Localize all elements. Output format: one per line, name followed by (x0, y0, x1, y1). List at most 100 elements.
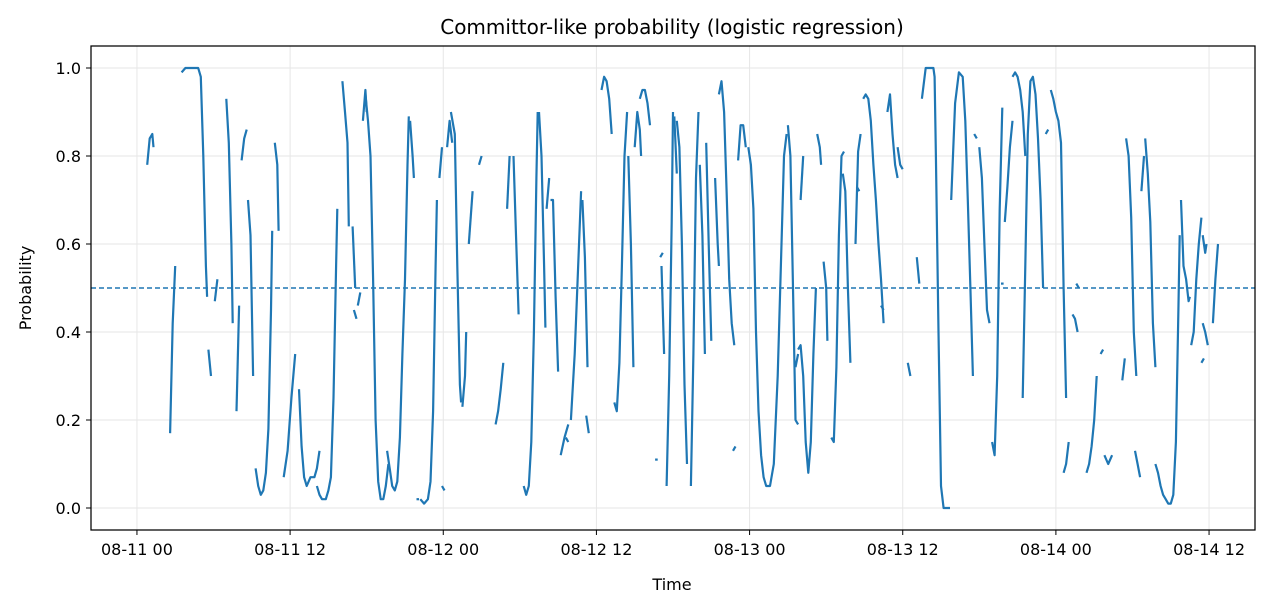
x-tick-label: 08-12 00 (407, 540, 479, 559)
probability-line-segment (467, 191, 474, 245)
probability-line-segment (351, 226, 357, 289)
probability-line-segment (689, 111, 700, 487)
probability-line-segment (1179, 199, 1191, 303)
probability-line-segment (747, 133, 788, 488)
probability-line-segment (797, 287, 817, 474)
probability-line-segment (1200, 357, 1205, 364)
probability-line-segment (698, 164, 706, 355)
probability-line-segment (564, 437, 570, 443)
probability-line-segment (315, 208, 339, 501)
y-axis-label: Probability (16, 246, 35, 331)
probability-line-segment (915, 257, 921, 284)
x-tick-label: 08-13 12 (867, 540, 939, 559)
probability-line-segment (1140, 155, 1146, 192)
x-axis-label: Time (651, 575, 691, 594)
probability-line-segment (235, 305, 241, 412)
probability-line-segment (886, 93, 899, 179)
probability-line-segment (585, 415, 590, 434)
probability-line-segment (896, 147, 904, 170)
probability-line-segment (1103, 454, 1114, 466)
probability-line-segment (522, 111, 539, 496)
probability-line-segment (732, 445, 737, 452)
probability-line-segment (446, 119, 454, 148)
probability-line-segment (1003, 120, 1014, 223)
x-tick-label: 08-14 00 (1020, 540, 1092, 559)
probability-line-segment (341, 81, 350, 227)
probability-line-segment (246, 199, 255, 377)
probability-line-segment (633, 110, 643, 157)
probability-line-segment (386, 116, 410, 492)
probability-line-segment (794, 353, 800, 368)
probability-line-segment (1154, 235, 1181, 505)
y-tick-layer: 0.0 0.2 0.4 0.6 0.8 1.0 (56, 59, 91, 518)
probability-line-segment (1201, 235, 1208, 254)
probability-line-segment (1211, 243, 1220, 324)
probability-line-segment (512, 155, 520, 315)
probability-line-segment (494, 362, 505, 425)
probability-line-segment (409, 120, 415, 179)
probability-line-segment (673, 116, 678, 174)
probability-line-segment (737, 124, 747, 161)
series-layer (146, 66, 1220, 510)
probability-line-segment (841, 173, 852, 363)
probability-line-segment (717, 80, 736, 346)
probability-line-segment (364, 94, 390, 501)
probability-line-segment (978, 147, 991, 324)
plot-frame (90, 45, 1256, 531)
probability-line-segment (799, 155, 805, 201)
probability-line-segment (627, 155, 635, 368)
probability-line-segment (1133, 450, 1142, 478)
y-tick-label: 0.6 (56, 235, 81, 254)
probability-line-segment (419, 199, 438, 505)
probability-line-segment (461, 331, 468, 407)
probability-line-segment (1044, 129, 1050, 135)
probability-line-segment (559, 424, 570, 456)
probability-line-segment (282, 353, 297, 478)
probability-line-segment (545, 177, 551, 209)
probability-line-segment (1121, 358, 1126, 381)
probability-line-segment (254, 230, 274, 496)
probability-line-segment (638, 88, 652, 126)
probability-line-segment (705, 142, 713, 341)
probability-line-segment (854, 133, 862, 245)
probability-line-segment (537, 111, 547, 328)
probability-line-segment (855, 186, 861, 192)
x-tick-layer: 08-11 00 08-11 12 08-12 00 08-12 12 08-13 00… (101, 530, 1245, 559)
probability-line-segment (786, 125, 800, 425)
probability-line-segment (1021, 75, 1045, 399)
probability-line-segment (830, 151, 845, 444)
probability-line-segment (1099, 349, 1105, 355)
probability-line-segment (169, 265, 177, 434)
probability-line-segment (1190, 217, 1203, 346)
y-tick-label: 0.4 (56, 323, 81, 342)
probability-line-segment (441, 485, 446, 491)
y-tick-label: 1.0 (56, 59, 81, 78)
probability-line-segment (816, 133, 823, 165)
probability-line-segment (822, 261, 829, 341)
probability-line-segment (714, 177, 720, 267)
y-tick-label: 0.2 (56, 411, 81, 430)
probability-line-segment (1062, 441, 1070, 474)
probability-line-segment (950, 71, 974, 377)
probability-line-segment (1075, 283, 1080, 289)
probability-line-segment (240, 129, 248, 161)
probability-line-segment (660, 265, 666, 355)
x-tick-label: 08-13 00 (714, 540, 786, 559)
probability-line-segment (1011, 71, 1027, 157)
probability-line-segment (600, 75, 613, 135)
probability-line-segment (506, 155, 511, 209)
probability-line-segment (352, 309, 358, 320)
probability-line-segment (613, 111, 629, 413)
probability-line-segment (1049, 89, 1068, 399)
probability-line-segment (273, 142, 280, 231)
probability-line-segment (880, 305, 885, 311)
probability-line-segment (449, 111, 463, 403)
probability-line-segment (1071, 313, 1079, 333)
x-tick-label: 08-11 12 (254, 540, 326, 559)
probability-line-segment (906, 362, 912, 377)
probability-line-segment (297, 389, 321, 488)
probability-line-segment (675, 120, 689, 465)
probability-line-segment (146, 132, 155, 165)
probability-line-segment (665, 111, 675, 487)
